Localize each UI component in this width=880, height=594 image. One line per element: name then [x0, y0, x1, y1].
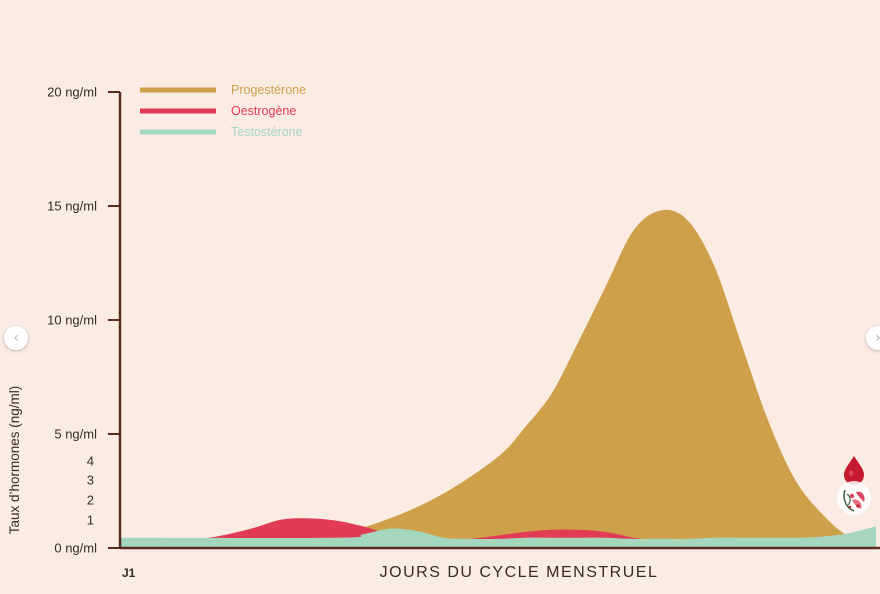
y-minor-label: 2: [87, 493, 94, 508]
y-tick-label: 0 ng/ml: [54, 541, 97, 556]
y-tick-label: 15 ng/ml: [47, 199, 97, 214]
botanical-emblem-icon: [837, 481, 871, 515]
legend-label: Testostérone: [231, 125, 303, 139]
legend: Progestérone Oestrogène Testostérone: [140, 83, 306, 139]
y-axis-minor-labels: 1 2 3 4: [87, 454, 94, 528]
legend-label: Progestérone: [231, 83, 306, 97]
y-minor-label: 1: [87, 513, 94, 528]
area-progesterone: [120, 209, 876, 549]
x-axis-start-label: J1: [122, 566, 136, 580]
carousel-prev-button[interactable]: ‹: [4, 326, 28, 350]
y-minor-label: 4: [87, 454, 94, 469]
y-axis-label: Taux d’hormones (ng/ml): [7, 386, 22, 535]
x-axis-label: JOURS DU CYCLE MENSTRUEL: [380, 564, 659, 581]
y-tick-label: 20 ng/ml: [47, 85, 97, 100]
drop-icon: [844, 456, 864, 485]
series-areas: [120, 209, 876, 549]
y-tick-label: 10 ng/ml: [47, 313, 97, 328]
area-testosterone: [120, 526, 876, 548]
y-tick-label: 5 ng/ml: [54, 427, 97, 442]
y-axis-ticks: 0 ng/ml 5 ng/ml 10 ng/ml 15 ng/ml 20 ng/ml: [47, 85, 120, 556]
carousel-next-button[interactable]: ›: [866, 326, 880, 350]
legend-label: Oestrogène: [231, 104, 296, 118]
y-minor-label: 3: [87, 473, 94, 488]
